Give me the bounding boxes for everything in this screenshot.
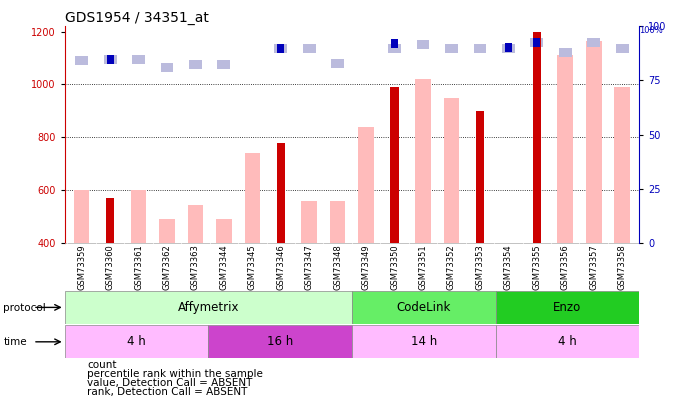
Bar — [301, 201, 317, 243]
Bar — [188, 205, 203, 243]
Text: 4 h: 4 h — [127, 335, 146, 348]
Bar — [388, 44, 401, 53]
Text: CodeLink: CodeLink — [396, 301, 451, 314]
Text: Enzo: Enzo — [554, 301, 581, 314]
Bar — [415, 79, 431, 243]
Text: 14 h: 14 h — [411, 335, 437, 348]
Bar — [75, 56, 88, 65]
Text: time: time — [3, 337, 27, 347]
Bar — [107, 55, 114, 64]
Bar — [106, 198, 114, 243]
Bar — [559, 48, 572, 58]
Bar — [216, 219, 232, 243]
Bar — [331, 59, 344, 68]
Text: 4 h: 4 h — [558, 335, 577, 348]
Bar — [208, 325, 352, 358]
Bar — [277, 44, 284, 53]
Bar — [303, 44, 316, 53]
Bar — [160, 63, 173, 72]
Bar — [218, 60, 231, 69]
Text: 16 h: 16 h — [267, 335, 293, 348]
Bar — [65, 291, 352, 324]
Text: percentile rank within the sample: percentile rank within the sample — [87, 369, 263, 379]
Bar — [505, 43, 512, 52]
Bar — [588, 38, 600, 47]
Bar — [496, 291, 639, 324]
Bar — [189, 60, 202, 69]
Bar — [352, 325, 496, 358]
Text: Affymetrix: Affymetrix — [177, 301, 239, 314]
Bar — [530, 38, 543, 47]
Bar — [390, 87, 399, 243]
Text: rank, Detection Call = ABSENT: rank, Detection Call = ABSENT — [87, 388, 248, 397]
Text: 100%: 100% — [639, 26, 663, 35]
Text: value, Detection Call = ABSENT: value, Detection Call = ABSENT — [87, 378, 252, 388]
Text: count: count — [87, 360, 116, 369]
Bar — [65, 325, 208, 358]
Bar — [443, 98, 459, 243]
Bar — [502, 44, 515, 53]
Bar — [275, 44, 287, 53]
Bar — [277, 143, 285, 243]
Bar — [245, 153, 260, 243]
Bar — [475, 111, 484, 243]
Bar — [614, 87, 630, 243]
Bar — [586, 41, 602, 243]
Bar — [532, 32, 541, 243]
Text: GDS1954 / 34351_at: GDS1954 / 34351_at — [65, 11, 209, 25]
Bar — [496, 325, 639, 358]
Bar — [131, 190, 146, 243]
Bar — [104, 55, 116, 64]
Bar — [358, 127, 374, 243]
Bar — [445, 44, 458, 53]
Text: protocol: protocol — [3, 303, 46, 313]
Bar — [533, 38, 541, 47]
Bar — [352, 291, 496, 324]
Bar — [473, 44, 486, 53]
Bar — [132, 55, 145, 64]
Bar — [74, 190, 90, 243]
Bar — [417, 40, 429, 49]
Bar — [615, 44, 628, 53]
Bar — [159, 219, 175, 243]
Bar — [330, 201, 345, 243]
Bar — [391, 39, 398, 48]
Bar — [558, 55, 573, 243]
